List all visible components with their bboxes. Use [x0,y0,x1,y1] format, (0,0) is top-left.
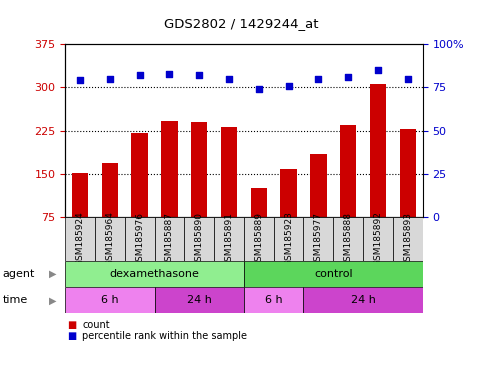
Point [255,86,263,92]
Bar [125,217,155,261]
Bar [363,217,393,261]
Bar [214,217,244,261]
Text: 6 h: 6 h [265,295,283,305]
Point [76,78,84,84]
Point [285,83,293,89]
Text: GSM185890: GSM185890 [195,212,204,266]
Point [314,76,322,82]
Point [404,76,412,82]
Bar [244,217,274,261]
Point [374,67,382,73]
Bar [281,169,297,260]
Bar [393,217,423,261]
Bar [310,154,327,260]
Bar [65,287,155,313]
Text: GSM185976: GSM185976 [135,212,144,266]
Bar [102,164,118,260]
Text: GSM185889: GSM185889 [255,212,263,266]
Bar [244,287,303,313]
Bar [303,217,333,261]
Text: GSM185923: GSM185923 [284,212,293,266]
Bar [72,173,88,260]
Point [225,76,233,82]
Point [344,74,352,80]
Bar [370,84,386,260]
Bar [161,121,178,260]
Text: GSM185887: GSM185887 [165,212,174,266]
Bar [65,261,244,287]
Text: control: control [314,269,353,279]
Point [196,72,203,78]
Bar [65,217,95,261]
Bar [155,217,185,261]
Point [166,70,173,76]
Point [136,72,143,78]
Text: 6 h: 6 h [101,295,119,305]
Bar [191,122,207,260]
Bar [333,217,363,261]
Text: percentile rank within the sample: percentile rank within the sample [82,331,247,341]
Bar [274,217,303,261]
Text: GSM185892: GSM185892 [373,212,383,266]
Text: ■: ■ [68,320,77,330]
Bar [155,287,244,313]
Text: time: time [2,295,28,305]
Text: GSM185888: GSM185888 [344,212,353,266]
Bar [399,129,416,260]
Point [106,76,114,82]
Text: GSM185964: GSM185964 [105,212,114,266]
Bar [340,125,356,260]
Text: ■: ■ [68,331,77,341]
Text: count: count [82,320,110,330]
Text: GSM185977: GSM185977 [314,212,323,266]
Text: dexamethasone: dexamethasone [110,269,199,279]
Bar [244,261,423,287]
Text: agent: agent [2,269,35,279]
Text: 24 h: 24 h [187,295,212,305]
Bar [131,134,148,260]
Text: ▶: ▶ [49,269,57,279]
Bar [95,217,125,261]
Text: GSM185891: GSM185891 [225,212,233,266]
Text: GDS2802 / 1429244_at: GDS2802 / 1429244_at [164,17,319,30]
Bar [303,287,423,313]
Text: GSM185893: GSM185893 [403,212,412,266]
Text: GSM185924: GSM185924 [76,212,85,266]
Text: 24 h: 24 h [351,295,375,305]
Text: ▶: ▶ [49,295,57,305]
Bar [185,217,214,261]
Bar [221,127,237,260]
Bar [251,188,267,260]
